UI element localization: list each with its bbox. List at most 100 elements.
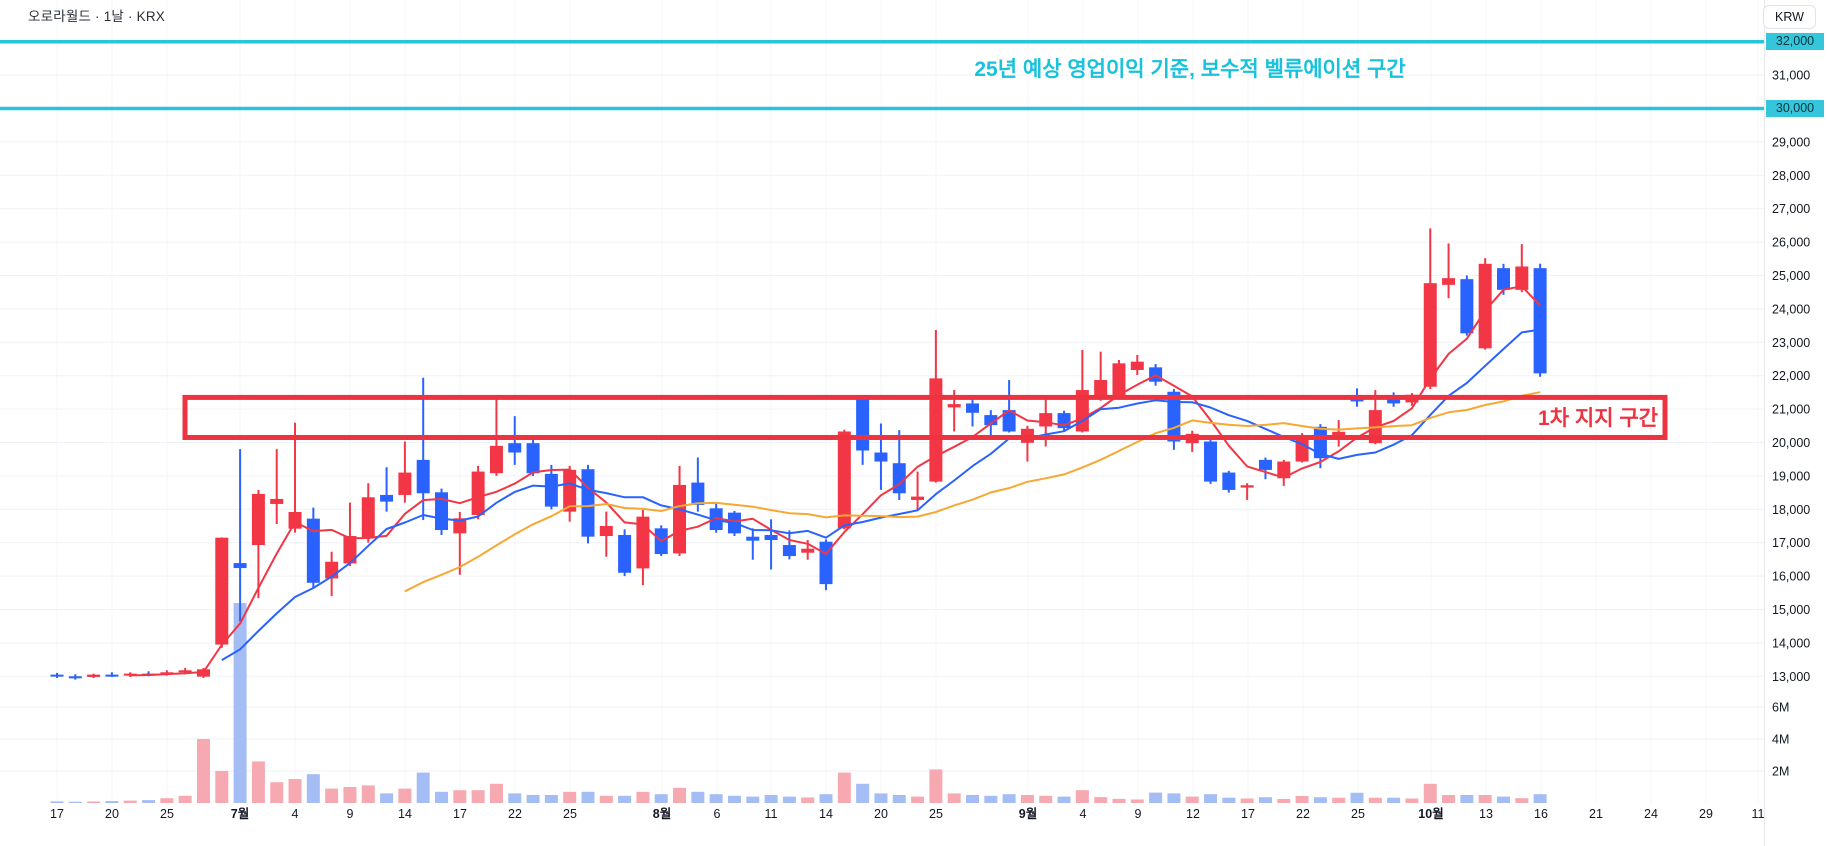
candle-10-14: [1496, 268, 1510, 290]
candles[interactable]: [50, 228, 1547, 680]
candle-07-18: [471, 471, 485, 515]
volume-bar: [1350, 792, 1364, 803]
svg-text:26,000: 26,000: [1772, 236, 1810, 250]
volume-bar: [1094, 797, 1108, 803]
svg-text:7월: 7월: [231, 806, 249, 821]
candle-06-20: [105, 674, 119, 677]
svg-text:9월: 9월: [1019, 806, 1037, 821]
volume-bar: [288, 779, 302, 803]
volume-bar: [1057, 796, 1071, 803]
volume-bar: [1185, 796, 1199, 803]
volume-bar: [1332, 797, 1346, 803]
ma10-line: [221, 328, 1541, 661]
svg-text:14,000: 14,000: [1772, 636, 1810, 650]
volume-bar: [636, 791, 650, 803]
volume-bar: [837, 772, 851, 803]
svg-text:29,000: 29,000: [1772, 135, 1810, 149]
volume-bar: [215, 771, 229, 803]
svg-text:6M: 6M: [1772, 701, 1789, 715]
svg-text:13: 13: [1479, 807, 1493, 821]
volume-bar: [929, 769, 943, 803]
candle-08-21: [892, 463, 906, 494]
volume-bar: [892, 795, 906, 803]
svg-text:18,000: 18,000: [1772, 503, 1810, 517]
support-zone-label: 1차 지지 구간: [1538, 407, 1658, 430]
volume-bar: [123, 800, 137, 803]
volume-bar: [508, 793, 522, 803]
svg-text:31,000: 31,000: [1772, 69, 1810, 83]
volume-bar: [1515, 798, 1529, 803]
svg-text:17: 17: [1241, 807, 1255, 821]
candle-07-09: [343, 536, 357, 564]
candle-08-19: [856, 396, 870, 451]
candle-07-30: [618, 535, 632, 573]
svg-text:9: 9: [1135, 807, 1142, 821]
volume-bar: [782, 796, 796, 803]
volume-bar: [1240, 798, 1254, 803]
volume-bar: [1423, 783, 1437, 803]
candle-06-17: [50, 674, 64, 677]
candle-09-22: [1295, 435, 1309, 462]
volume-bar: [1387, 797, 1401, 803]
price-line-tag-32000[interactable]: 32,000: [1766, 33, 1824, 50]
volume-bar: [380, 793, 394, 803]
volume-bar: [874, 793, 888, 803]
volume-bar: [801, 797, 815, 803]
candle-07-28: [581, 469, 595, 537]
volume-bar: [709, 794, 723, 803]
svg-text:25,000: 25,000: [1772, 269, 1810, 283]
svg-text:21: 21: [1589, 807, 1603, 821]
volume-bar: [691, 791, 705, 803]
svg-text:20: 20: [874, 807, 888, 821]
candle-09-17: [1240, 485, 1254, 488]
volume-bar: [489, 783, 503, 803]
candle-10-16: [1533, 268, 1547, 374]
volume-bar: [1258, 797, 1272, 803]
candle-09-23: [1313, 426, 1327, 459]
volume-bar: [105, 801, 119, 803]
currency-unit-badge[interactable]: KRW: [1763, 5, 1816, 29]
svg-text:4: 4: [1080, 807, 1087, 821]
volume-bar: [1020, 795, 1034, 803]
candle-07-29: [599, 526, 613, 537]
support-zone-box[interactable]: [182, 394, 1668, 440]
horizontal-price-lines[interactable]: [0, 39, 1764, 111]
candle-09-08: [1112, 363, 1126, 396]
candle-07-25: [563, 469, 577, 512]
candle-08-28: [984, 415, 998, 426]
svg-text:22: 22: [1296, 807, 1310, 821]
candle-07-31: [636, 516, 650, 569]
price-line-tag-30000[interactable]: 30,000: [1766, 100, 1824, 117]
svg-text:17: 17: [453, 807, 467, 821]
volume-bar: [1478, 795, 1492, 803]
candle-06-19: [87, 674, 101, 677]
volume-bar: [618, 795, 632, 803]
volume-bar: [361, 785, 375, 803]
volume-bar: [856, 783, 870, 803]
candle-08-20: [874, 452, 888, 462]
volume-bar: [416, 772, 430, 803]
candle-07-17: [453, 518, 467, 534]
svg-text:12: 12: [1186, 807, 1200, 821]
volume-bars: [50, 603, 1547, 803]
volume-bar: [343, 787, 357, 803]
candle-07-10: [361, 497, 375, 538]
candle-08-12: [782, 545, 796, 557]
candle-10-10: [1460, 279, 1474, 334]
svg-text:20,000: 20,000: [1772, 436, 1810, 450]
candle-08-18: [837, 431, 851, 529]
volume-bar: [160, 798, 174, 803]
volume-bar: [142, 800, 156, 803]
svg-text:22: 22: [508, 807, 522, 821]
volume-bar: [1496, 796, 1510, 803]
candle-08-04: [673, 484, 687, 554]
candle-08-26: [947, 404, 961, 408]
svg-text:2M: 2M: [1772, 765, 1789, 779]
volume-bar: [87, 801, 101, 803]
volume-bar: [453, 790, 467, 803]
volume-bar: [581, 791, 595, 803]
candle-09-19: [1277, 461, 1291, 479]
volume-bar: [673, 787, 687, 803]
